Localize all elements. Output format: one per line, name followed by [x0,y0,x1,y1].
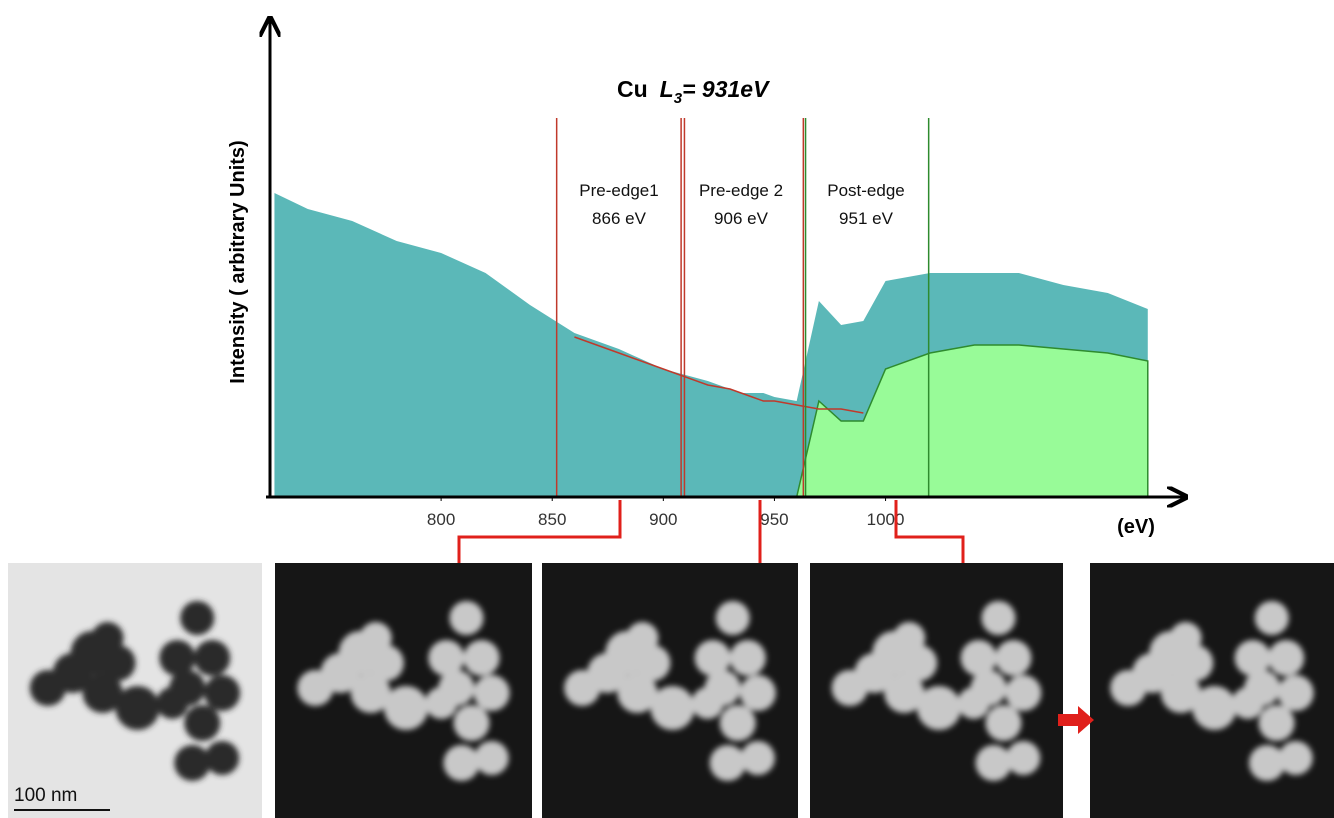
particle [985,705,1022,741]
scale-bar-label: 100 nm [14,785,77,806]
x-tick-label: 950 [760,510,788,529]
particle [739,675,776,711]
x-tick-label: 900 [649,510,677,529]
particles [1110,601,1314,781]
particle [1231,687,1264,719]
particle [194,640,231,676]
particle [1278,741,1313,775]
particle [180,601,215,635]
particle [1192,686,1237,730]
particle [901,645,938,681]
particle [425,687,458,719]
particle [995,640,1032,676]
micrograph [1090,563,1334,818]
fit-line [574,336,864,414]
window-name: Post-edge [827,181,905,200]
title-element: Cu [617,76,648,102]
particle [719,705,756,741]
window-name: Pre-edge1 [579,181,658,200]
particle [184,705,221,741]
micrograph [275,563,532,818]
particle [91,622,124,654]
particle [740,741,775,775]
particle [156,687,189,719]
particle [1258,705,1295,741]
micrographs [8,563,1334,818]
particle [204,675,241,711]
chart-title: Cu L3= 931eV [617,76,770,107]
particle [1177,645,1214,681]
particle [1268,640,1305,676]
micrograph [8,563,262,818]
particle [82,673,123,713]
x-unit: (eV) [1117,516,1155,538]
particle [957,687,990,719]
particle [981,601,1016,635]
particle [691,687,724,719]
particle [975,745,1012,781]
particle [715,601,750,635]
particle [617,673,658,713]
particle [443,745,480,781]
window-energy: 866 eV [592,209,647,228]
particle [893,622,926,654]
arrow [451,500,622,581]
x-tick-label: 850 [538,510,566,529]
particle [350,673,391,713]
particle [709,745,746,781]
particle [205,741,240,775]
window-name: Pre-edge 2 [699,181,783,200]
arrow [1058,706,1094,734]
micrograph [810,563,1063,818]
particle [1249,745,1286,781]
particle [1006,741,1041,775]
particle [99,645,136,681]
particle [650,686,695,730]
particle [1234,640,1271,676]
particle [729,640,766,676]
x-tick-label: 800 [427,510,455,529]
particles [297,601,510,781]
window-energy: 906 eV [714,209,769,228]
particle [1160,673,1201,713]
particle [1277,675,1314,711]
particle [960,640,997,676]
particle [1169,622,1202,654]
particle [159,640,196,676]
particle [384,686,429,730]
particle [449,601,484,635]
particles [29,601,241,781]
particle [1005,675,1042,711]
particle [916,686,961,730]
title-subscript: 3 [674,90,683,107]
title-symbol: L [660,76,674,102]
particle [463,640,500,676]
micrograph [542,563,798,818]
particles [831,601,1042,781]
particles [564,601,776,781]
particle [1254,601,1289,635]
particle [694,640,731,676]
window-energy: 951 eV [839,209,894,228]
particle [174,745,211,781]
particle [453,705,490,741]
x-tick-label: 1000 [867,510,905,529]
title-value: = 931eV [682,76,770,102]
plot-area: Pre-edge1 866 eV Pre-edge 2 906 eV Post-edge… [274,118,1149,529]
particle [115,686,160,730]
arrow [894,500,971,581]
y-axis-label: Intensity ( arbitrary Units) [227,140,249,383]
particle [473,675,510,711]
particle [474,741,509,775]
particle [634,645,671,681]
particle [884,673,925,713]
particle [626,622,659,654]
particle [359,622,392,654]
particle [428,640,465,676]
area [795,344,1149,498]
particle [367,645,404,681]
